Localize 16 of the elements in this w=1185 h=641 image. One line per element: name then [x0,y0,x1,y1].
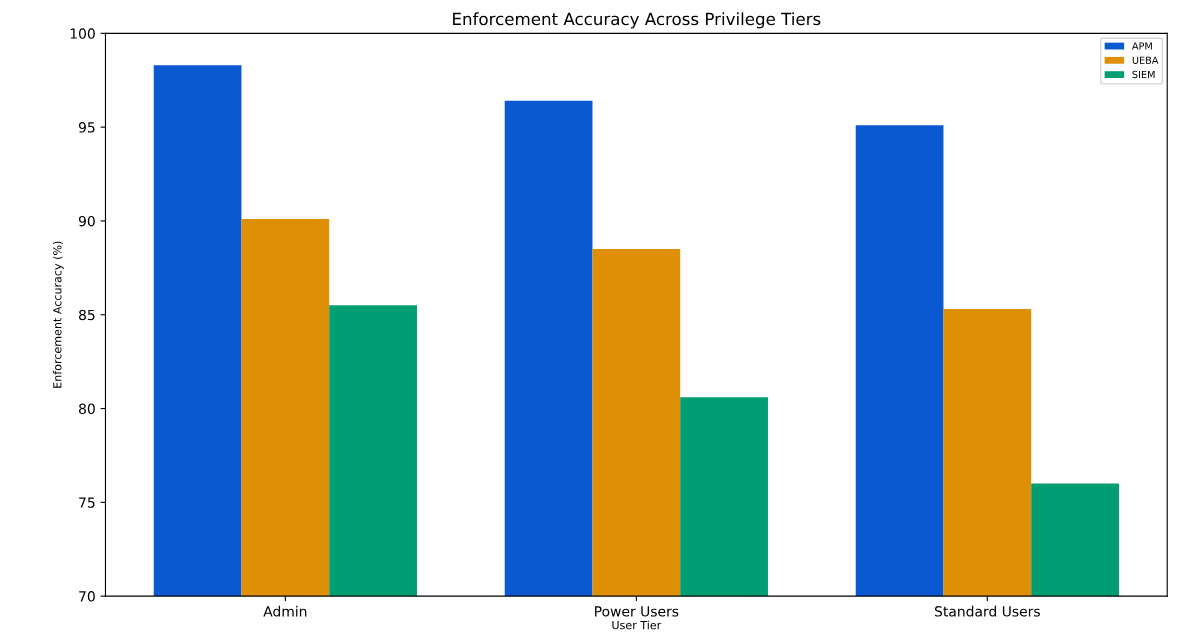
legend-label: UEBA [1132,56,1159,64]
y-tick-label: 70 [79,591,95,602]
x-tick-label: Admin [263,605,307,617]
x-axis-title: User Tier [612,620,662,630]
y-tick-label: 85 [79,309,95,321]
x-tick-label: Power Users [595,606,679,617]
y-tick-label: 100 [70,28,95,39]
y-tick-label: 75 [79,497,95,508]
y-tick-label: 80 [79,403,95,414]
legend-label: SIEM [1132,70,1155,79]
y-tick-label: 90 [78,215,95,227]
legend-label: APM [1131,42,1152,50]
chart-title: Enforcement Accuracy Across Privilege Tiers [453,12,821,29]
y-axis-title: Enforcement Accuracy (%) [52,241,64,388]
x-tick-label: Standard Users [935,605,1040,617]
y-tick-label: 95 [78,122,95,133]
